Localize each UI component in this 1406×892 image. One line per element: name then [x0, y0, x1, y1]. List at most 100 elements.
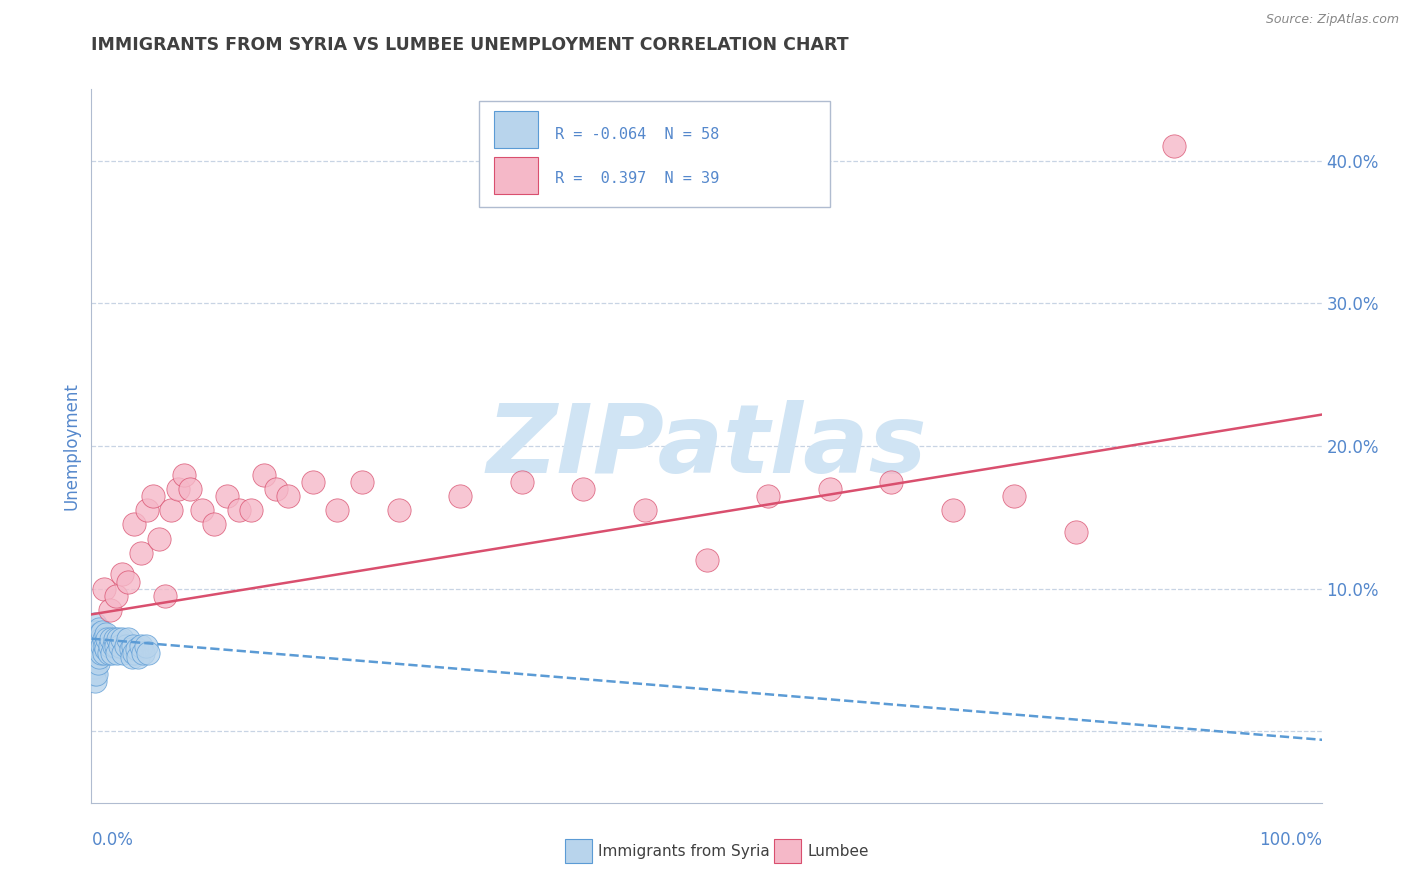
- Bar: [565, 839, 592, 863]
- Point: [277, 489, 299, 503]
- Text: ZIPatlas: ZIPatlas: [486, 400, 927, 492]
- Point: [87, 622, 110, 636]
- Point: [388, 503, 411, 517]
- Point: [86, 624, 108, 639]
- Point: [510, 475, 533, 489]
- Point: [202, 517, 225, 532]
- Point: [101, 646, 124, 660]
- Point: [818, 482, 841, 496]
- Point: [84, 632, 107, 646]
- Point: [117, 632, 139, 646]
- Point: [449, 489, 471, 503]
- Point: [695, 553, 717, 567]
- Point: [1002, 489, 1025, 503]
- Bar: [494, 157, 538, 194]
- Point: [228, 503, 250, 517]
- Point: [84, 674, 107, 689]
- FancyBboxPatch shape: [479, 102, 830, 207]
- Text: 100.0%: 100.0%: [1258, 831, 1322, 849]
- Point: [91, 624, 114, 639]
- Point: [104, 632, 127, 646]
- Point: [122, 639, 145, 653]
- Point: [135, 639, 156, 653]
- Point: [129, 546, 152, 560]
- Point: [1064, 524, 1087, 539]
- Point: [86, 656, 108, 670]
- Point: [153, 589, 177, 603]
- Point: [124, 646, 146, 660]
- Point: [83, 639, 105, 653]
- Point: [120, 641, 142, 656]
- Point: [83, 653, 105, 667]
- Point: [86, 639, 108, 653]
- Point: [142, 489, 165, 503]
- Point: [97, 646, 120, 660]
- Text: Source: ZipAtlas.com: Source: ZipAtlas.com: [1265, 13, 1399, 27]
- Point: [96, 627, 117, 641]
- Point: [173, 467, 195, 482]
- Text: Immigrants from Syria: Immigrants from Syria: [599, 844, 770, 859]
- Point: [91, 639, 114, 653]
- Point: [127, 650, 149, 665]
- Point: [135, 503, 157, 517]
- Point: [352, 475, 374, 489]
- Point: [941, 503, 963, 517]
- Bar: [494, 111, 538, 148]
- Point: [96, 641, 117, 656]
- Bar: [775, 839, 801, 863]
- Point: [105, 589, 127, 603]
- Point: [93, 646, 115, 660]
- Point: [108, 639, 131, 653]
- Point: [132, 646, 155, 660]
- Point: [90, 632, 112, 646]
- Point: [82, 632, 104, 646]
- Point: [117, 574, 139, 589]
- Point: [93, 632, 115, 646]
- Point: [86, 641, 108, 656]
- Point: [166, 482, 188, 496]
- Text: 0.0%: 0.0%: [91, 831, 134, 849]
- Point: [111, 567, 134, 582]
- Point: [94, 639, 117, 653]
- Point: [93, 582, 115, 596]
- Text: IMMIGRANTS FROM SYRIA VS LUMBEE UNEMPLOYMENT CORRELATION CHART: IMMIGRANTS FROM SYRIA VS LUMBEE UNEMPLOY…: [91, 36, 849, 54]
- Point: [124, 517, 146, 532]
- Point: [301, 475, 323, 489]
- Text: R =  0.397  N = 39: R = 0.397 N = 39: [555, 171, 720, 186]
- Point: [98, 639, 121, 653]
- Point: [86, 627, 108, 641]
- Point: [96, 632, 118, 646]
- Point: [105, 646, 128, 660]
- Point: [240, 503, 263, 517]
- Point: [125, 641, 148, 656]
- Point: [136, 646, 159, 660]
- Text: Lumbee: Lumbee: [807, 844, 869, 859]
- Point: [89, 627, 111, 641]
- Point: [87, 650, 110, 665]
- Point: [880, 475, 903, 489]
- Point: [82, 646, 104, 660]
- Point: [100, 632, 122, 646]
- Point: [215, 489, 238, 503]
- Point: [148, 532, 170, 546]
- Point: [179, 482, 201, 496]
- Point: [86, 653, 108, 667]
- Point: [90, 646, 112, 660]
- Point: [84, 617, 107, 632]
- Point: [756, 489, 779, 503]
- Point: [86, 667, 108, 681]
- Text: R = -0.064  N = 58: R = -0.064 N = 58: [555, 127, 720, 142]
- Point: [82, 660, 104, 674]
- Point: [326, 503, 349, 517]
- Point: [129, 639, 152, 653]
- Point: [89, 641, 111, 656]
- Point: [1163, 139, 1185, 153]
- Point: [103, 639, 125, 653]
- Point: [84, 646, 107, 660]
- Point: [112, 646, 135, 660]
- Point: [84, 660, 107, 674]
- Point: [634, 503, 657, 517]
- Point: [83, 624, 105, 639]
- Y-axis label: Unemployment: Unemployment: [63, 382, 82, 510]
- Point: [83, 667, 105, 681]
